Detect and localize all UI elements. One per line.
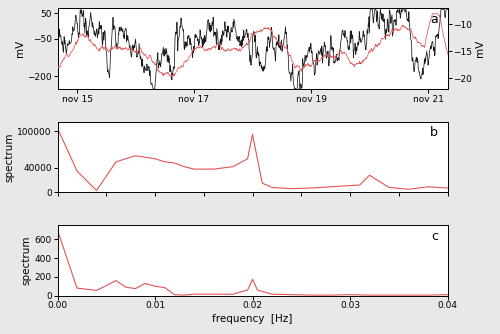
Text: b: b bbox=[430, 126, 438, 139]
X-axis label: frequency  [Hz]: frequency [Hz] bbox=[212, 314, 292, 324]
Y-axis label: mV: mV bbox=[475, 40, 485, 57]
Text: a: a bbox=[430, 13, 438, 26]
Y-axis label: spectrum: spectrum bbox=[4, 133, 15, 182]
Y-axis label: spectrum: spectrum bbox=[22, 236, 32, 285]
Text: c: c bbox=[431, 230, 438, 243]
Y-axis label: mV: mV bbox=[14, 40, 24, 57]
